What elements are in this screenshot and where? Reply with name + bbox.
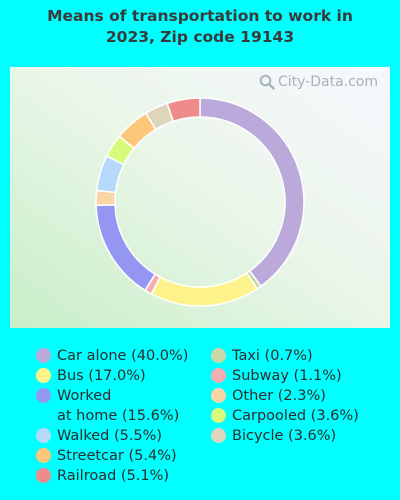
legend-label-railroad: Railroad (5.1%) bbox=[57, 466, 169, 486]
legend-item-railroad: Railroad (5.1%) bbox=[36, 466, 169, 486]
donut-slice-railroad bbox=[166, 97, 201, 123]
legend-item-taxi: Taxi (0.7%) bbox=[211, 346, 313, 366]
legend-label-line: Subway (1.1%) bbox=[232, 368, 342, 384]
chart-panel: City-Data.com bbox=[10, 67, 390, 328]
watermark: City-Data.com bbox=[259, 74, 378, 90]
chart-title: Means of transportation to work in 2023,… bbox=[0, 6, 400, 48]
legend-label-line: Car alone (40.0%) bbox=[57, 348, 189, 364]
legend-swatch-railroad bbox=[36, 468, 51, 483]
legend-label-line: Taxi (0.7%) bbox=[232, 348, 313, 364]
donut-slice-bus bbox=[150, 271, 259, 307]
legend-label-line: Other (2.3%) bbox=[232, 388, 326, 404]
watermark-text: City-Data.com bbox=[277, 74, 378, 90]
legend-swatch-bicycle bbox=[211, 428, 226, 443]
legend-label-streetcar: Streetcar (5.4%) bbox=[57, 446, 177, 466]
legend-label-worked-at-home: Worked at home (15.6%) bbox=[57, 386, 179, 426]
legend-item-subway: Subway (1.1%) bbox=[211, 366, 342, 386]
legend-item-carpooled: Carpooled (3.6%) bbox=[211, 406, 359, 426]
legend-label-line: at home (15.6%) bbox=[57, 408, 180, 424]
legend-label-subway: Subway (1.1%) bbox=[232, 366, 342, 386]
legend-label-line: Streetcar (5.4%) bbox=[57, 448, 177, 464]
chart-title-line-2: 2023, Zip code 19143 bbox=[105, 28, 295, 46]
legend-swatch-streetcar bbox=[36, 448, 51, 463]
legend-swatch-car-alone bbox=[36, 348, 51, 363]
legend-item-car-alone: Car alone (40.0%) bbox=[36, 346, 188, 366]
legend-label-line: Walked (5.5%) bbox=[57, 428, 163, 444]
legend-item-worked-at-home: Worked at home (15.6%) bbox=[36, 386, 179, 426]
legend-label-car-alone: Car alone (40.0%) bbox=[57, 346, 188, 366]
donut-slice-car-alone bbox=[199, 97, 305, 288]
legend-swatch-carpooled bbox=[211, 408, 226, 423]
legend-item-bus: Bus (17.0%) bbox=[36, 366, 146, 386]
legend-item-walked: Walked (5.5%) bbox=[36, 426, 162, 446]
legend-label-line: Bus (17.0%) bbox=[57, 368, 146, 384]
legend-label-taxi: Taxi (0.7%) bbox=[232, 346, 313, 366]
legend-label-bus: Bus (17.0%) bbox=[57, 366, 146, 386]
legend-item-other: Other (2.3%) bbox=[211, 386, 326, 406]
legend-swatch-other bbox=[211, 388, 226, 403]
magnifier-icon bbox=[259, 74, 275, 90]
legend-label-line: Bicycle (3.6%) bbox=[232, 428, 337, 444]
legend-label-line: Railroad (5.1%) bbox=[57, 468, 170, 484]
legend-swatch-bus bbox=[36, 368, 51, 383]
legend-label-walked: Walked (5.5%) bbox=[57, 426, 162, 446]
legend-label-bicycle: Bicycle (3.6%) bbox=[232, 426, 336, 446]
legend-label-line: Carpooled (3.6%) bbox=[232, 408, 359, 424]
donut-slice-worked-at-home bbox=[95, 204, 157, 292]
legend-item-streetcar: Streetcar (5.4%) bbox=[36, 446, 177, 466]
legend-swatch-taxi bbox=[211, 348, 226, 363]
legend-label-carpooled: Carpooled (3.6%) bbox=[232, 406, 359, 426]
donut-chart bbox=[95, 97, 305, 307]
legend: Car alone (40.0%) Bus (17.0%) Worked at hom… bbox=[0, 346, 400, 496]
legend-swatch-worked-at-home bbox=[36, 388, 51, 403]
legend-label-other: Other (2.3%) bbox=[232, 386, 326, 406]
legend-item-bicycle: Bicycle (3.6%) bbox=[211, 426, 336, 446]
legend-label-line: Worked bbox=[57, 388, 112, 404]
chart-title-line-1: Means of transportation to work in bbox=[47, 7, 353, 25]
legend-swatch-subway bbox=[211, 368, 226, 383]
legend-swatch-walked bbox=[36, 428, 51, 443]
